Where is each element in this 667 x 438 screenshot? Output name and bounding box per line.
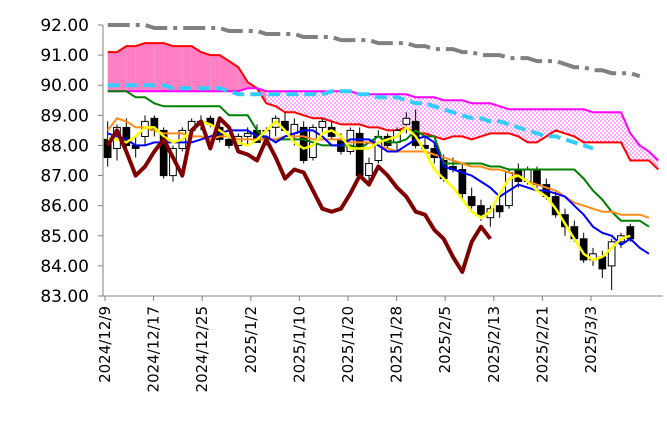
cloud-segment — [462, 100, 472, 140]
blue-line — [107, 129, 650, 255]
cloud-segment — [490, 103, 500, 134]
cloud-segment — [565, 109, 575, 137]
cloud-segment — [201, 52, 211, 92]
y-tick-label: 83.00 — [40, 287, 89, 307]
candle-body — [365, 163, 373, 176]
cloud-segment — [639, 145, 649, 161]
cloud-segment — [621, 112, 631, 161]
x-tick-label: 2024/12/25 — [193, 306, 211, 392]
cloud-segment — [229, 61, 239, 92]
cloud-segment — [369, 94, 379, 128]
cloud-segment — [163, 43, 173, 92]
candle-body — [159, 129, 168, 177]
cloud-segment — [546, 109, 556, 137]
y-tick-label: 87.00 — [40, 167, 89, 187]
cloud-segment — [630, 133, 640, 161]
candle-body — [458, 169, 467, 195]
cloud-segment — [555, 109, 565, 134]
cloud-segment — [509, 109, 519, 137]
cloud-segment — [443, 100, 453, 140]
x-tick-label: 2025/1/28 — [388, 306, 406, 383]
x-tick-label: 2025/2/13 — [485, 306, 503, 383]
gray-dashdot-line — [107, 23, 641, 79]
y-tick-label: 88.00 — [40, 136, 89, 156]
y-tick-label: 89.00 — [40, 106, 89, 126]
cloud-segment — [294, 91, 304, 116]
candle-body — [561, 214, 569, 228]
senkou-span-a-line — [107, 42, 659, 171]
x-tick-label: 2025/3/3 — [582, 306, 600, 373]
candle-body — [225, 138, 233, 146]
cloud-segment — [341, 91, 351, 125]
cloud-segment — [107, 52, 117, 92]
senkou-span-b-line — [107, 87, 659, 162]
cloud-segment — [303, 91, 313, 119]
cloud-segment — [378, 94, 388, 131]
cloud-segment — [191, 46, 201, 92]
cloud-segment — [219, 55, 229, 92]
cloud-segment — [322, 91, 332, 122]
chikou-span-line — [106, 116, 492, 274]
x-tick-label: 2025/2/21 — [533, 306, 551, 383]
cloud-segment — [593, 112, 603, 143]
y-tick-label: 86.00 — [40, 197, 89, 217]
candle-body — [477, 205, 485, 216]
cloud-segment — [527, 109, 537, 143]
cloud-segment — [331, 91, 341, 125]
cloud-segment — [182, 46, 192, 92]
cloud-segment — [117, 46, 127, 92]
cloud-segment — [471, 103, 481, 140]
cloud-segment — [173, 46, 183, 92]
cloud-segment — [126, 46, 136, 92]
cyan-dashed-line — [107, 83, 594, 151]
cloud-segment — [135, 43, 145, 92]
candle-body — [467, 196, 476, 207]
x-tick-label: 2024/12/9 — [96, 306, 114, 383]
cloud-segment — [145, 43, 155, 92]
cloud-segment — [453, 100, 463, 137]
y-tick-label: 91.00 — [40, 46, 89, 66]
y-tick-label: 84.00 — [40, 257, 89, 277]
cloud-segment — [583, 109, 593, 143]
y-tick-label: 92.00 — [40, 16, 89, 36]
cloud-segment — [434, 97, 444, 140]
y-tick-label: 90.00 — [40, 76, 89, 96]
x-tick-label: 2024/12/17 — [145, 306, 163, 392]
green-line — [107, 90, 650, 228]
cloud-segment — [210, 55, 220, 92]
cloud-segment — [359, 94, 369, 128]
candle-body — [122, 126, 131, 147]
cloud-segment — [499, 106, 509, 134]
cloud-segment — [574, 109, 584, 143]
candle-body — [299, 126, 308, 161]
cloud-segment — [602, 112, 612, 143]
cloud-segment — [611, 112, 621, 143]
x-tick-label: 2025/1/20 — [339, 306, 357, 383]
candle-body — [402, 117, 411, 125]
candle-body — [103, 138, 112, 158]
x-tick-label: 2025/1/10 — [290, 306, 308, 383]
cloud-segment — [154, 43, 164, 92]
cloud-segment — [350, 91, 360, 125]
cloud-segment — [387, 94, 397, 131]
candle-body — [495, 205, 504, 213]
candle-body — [374, 135, 383, 161]
cloud-segment — [238, 67, 248, 92]
candle-body — [243, 132, 252, 137]
cloud-segment — [649, 151, 659, 170]
cloud-segment — [285, 91, 295, 113]
candle-body — [607, 241, 616, 267]
cloud-segment — [518, 109, 528, 143]
candle-body — [318, 120, 327, 128]
cloud-segment — [313, 91, 323, 119]
y-tick-label: 85.00 — [40, 227, 89, 247]
x-tick-label: 2025/1/2 — [242, 306, 260, 373]
x-tick-label: 2025/2/5 — [436, 306, 454, 373]
candle-body — [533, 169, 541, 186]
